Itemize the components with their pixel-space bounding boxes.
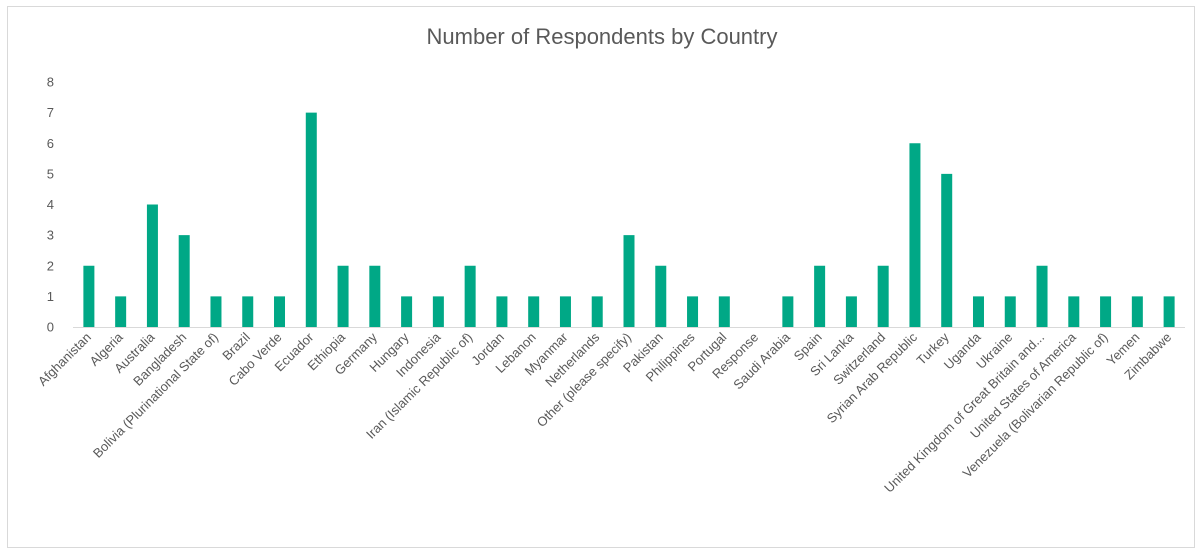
bar <box>432 296 444 327</box>
bar <box>877 265 889 327</box>
bar <box>369 265 381 327</box>
bar <box>941 173 953 327</box>
bar <box>687 296 699 327</box>
bar <box>274 296 286 327</box>
bar <box>782 296 794 327</box>
bar <box>1100 296 1112 327</box>
bar <box>1068 296 1080 327</box>
bar <box>1131 296 1143 327</box>
y-tick-label: 6 <box>47 136 54 151</box>
y-tick-label: 8 <box>47 75 54 90</box>
bar <box>178 235 190 327</box>
bar <box>655 265 667 327</box>
bar <box>305 112 317 327</box>
bar <box>814 265 826 327</box>
bar <box>718 296 730 327</box>
bar <box>464 265 476 327</box>
bar <box>909 143 921 327</box>
y-tick-label: 2 <box>47 258 54 273</box>
bar <box>210 296 222 327</box>
y-tick-label: 5 <box>47 166 54 181</box>
bar <box>1163 296 1175 327</box>
bar <box>146 204 158 327</box>
x-axis: AfghanistanAlgeriaAustraliaBangladeshBol… <box>35 327 1185 495</box>
y-tick-label: 7 <box>47 105 54 120</box>
bar <box>83 265 95 327</box>
bar <box>528 296 540 327</box>
bar <box>845 296 857 327</box>
y-tick-label: 4 <box>47 197 54 212</box>
bar <box>242 296 254 327</box>
bar <box>496 296 508 327</box>
x-category-label: Afghanistan <box>35 330 94 389</box>
chart-frame <box>7 6 1195 548</box>
chart-title: Number of Respondents by Country <box>426 24 778 49</box>
bar <box>337 265 349 327</box>
y-tick-label: 3 <box>47 228 54 243</box>
bar <box>591 296 603 327</box>
bar <box>115 296 127 327</box>
bar <box>623 235 635 327</box>
y-tick-label: 1 <box>47 289 54 304</box>
bar <box>559 296 571 327</box>
bars <box>83 112 1175 327</box>
bar <box>1036 265 1048 327</box>
bar <box>401 296 413 327</box>
y-axis: 0 1 2 3 4 5 6 7 8 <box>47 75 54 335</box>
bar <box>972 296 984 327</box>
y-tick-label: 0 <box>47 320 54 335</box>
bar <box>1004 296 1016 327</box>
